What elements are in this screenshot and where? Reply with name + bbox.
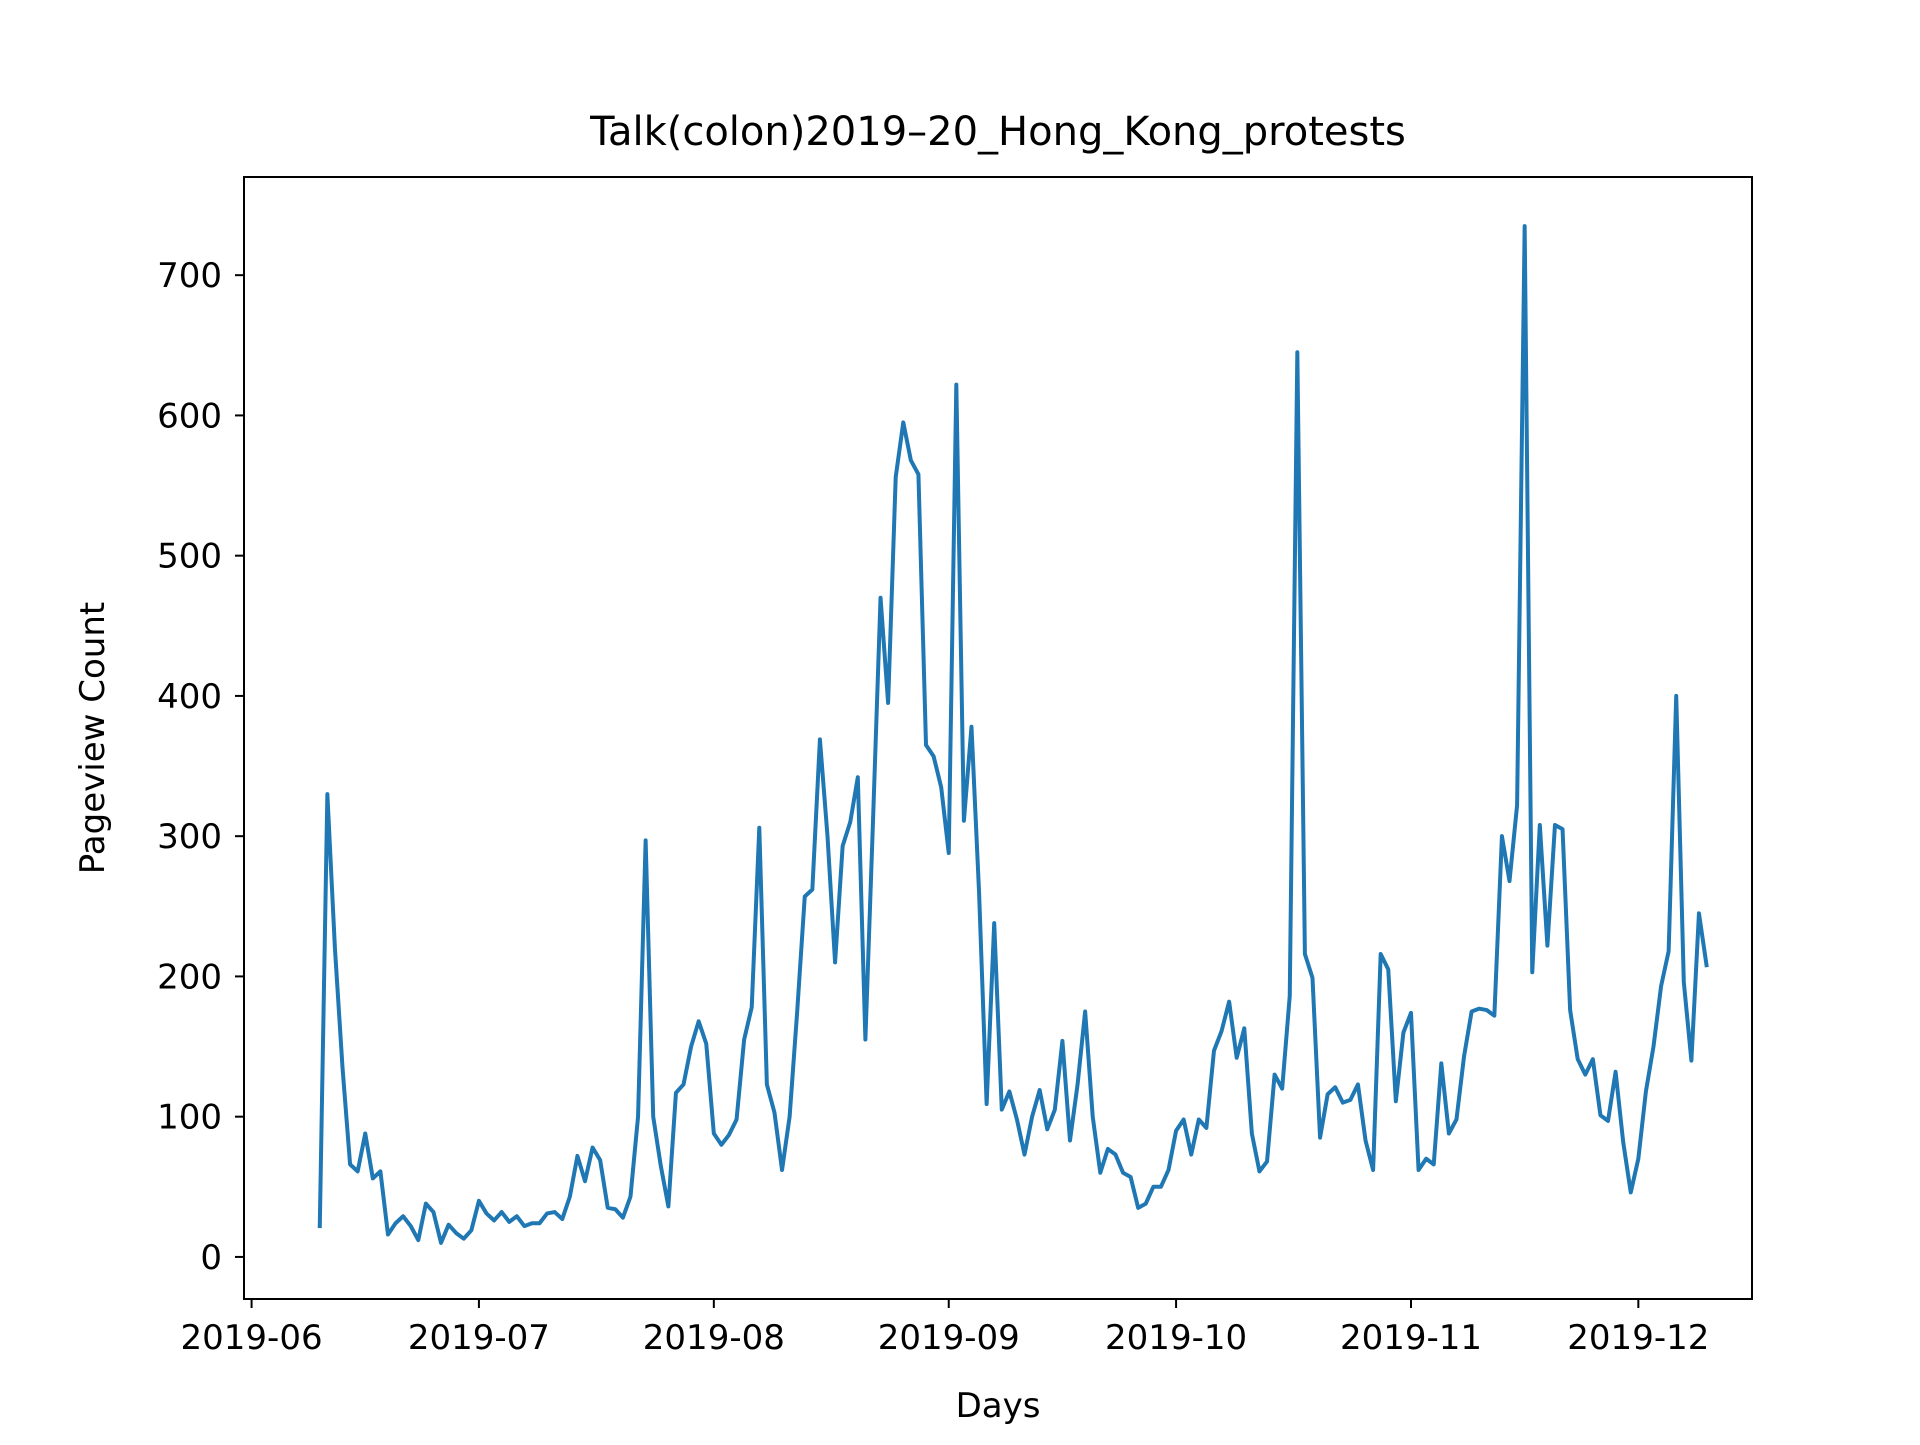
y-tick-label-3: 300 [157, 817, 222, 857]
x-axis-label: Days [956, 1386, 1041, 1426]
x-tick-label-5: 2019-11 [1340, 1318, 1482, 1358]
y-tick-label-2: 200 [157, 957, 222, 997]
x-tick-label-4: 2019-10 [1105, 1318, 1247, 1358]
x-tick-label-3: 2019-09 [878, 1318, 1020, 1358]
plot-area [317, 224, 1709, 1245]
y-axis-label: Pageview Count [73, 602, 113, 874]
y-tick-label-6: 600 [157, 396, 222, 436]
axes-frame [243, 176, 1753, 1300]
y-tick-label-7: 700 [157, 256, 222, 296]
x-tick-label-0: 2019-06 [181, 1318, 323, 1358]
y-tick-label-1: 100 [157, 1098, 222, 1138]
y-tick-label-0: 0 [200, 1238, 222, 1278]
series-line-0 [317, 224, 1709, 1245]
x-tick-label-6: 2019-12 [1567, 1318, 1709, 1358]
y-tick-label-4: 400 [157, 677, 222, 717]
x-tick-label-2: 2019-08 [643, 1318, 785, 1358]
x-axis-ticks: 2019-06 2019-07 2019-08 2019-09 2019-10 2019-… [181, 1299, 1709, 1358]
chart-title: Talk(colon)2019–20_Hong_Kong_protests [589, 109, 1406, 155]
x-tick-label-1: 2019-07 [408, 1318, 550, 1358]
y-tick-label-5: 500 [157, 537, 222, 577]
y-axis-ticks: 0 100 200 300 400 500 600 700 [157, 256, 244, 1278]
